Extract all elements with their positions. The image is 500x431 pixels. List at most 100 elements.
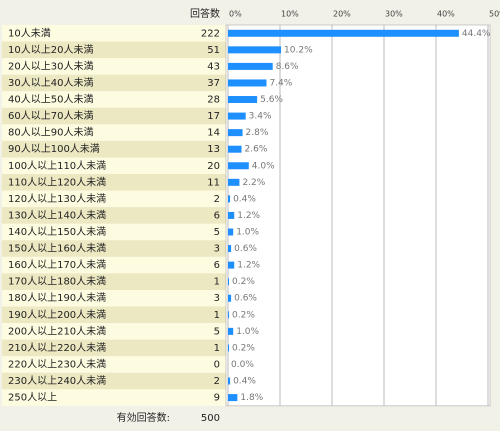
- x-tick-label: 0%: [229, 10, 242, 19]
- value-label: 0.4%: [233, 377, 256, 387]
- bar: [228, 195, 231, 203]
- category-label: 190人以上200人未満: [8, 309, 106, 321]
- count: 1: [214, 277, 220, 288]
- category-label: 180人以上190人未満: [8, 292, 106, 304]
- row-background: [2, 223, 226, 241]
- row-background: [2, 356, 226, 373]
- count: 2: [214, 376, 220, 387]
- category-label: 120人以上130人未満: [8, 193, 106, 205]
- total: 500: [201, 413, 220, 424]
- count: 20: [207, 161, 220, 172]
- category-label: 20人以上30人未満: [8, 60, 93, 72]
- count: 14: [207, 128, 220, 139]
- value-label: 2.8%: [246, 128, 269, 138]
- count: 11: [207, 177, 220, 188]
- value-label: 0.4%: [233, 194, 256, 204]
- row-background: [2, 273, 226, 290]
- category-label: 10人以上20人未満: [8, 44, 93, 56]
- category-label: 210人以上220人未満: [8, 342, 106, 354]
- row-background: [2, 74, 226, 92]
- row-background: [2, 107, 226, 125]
- count: 9: [214, 393, 220, 404]
- x-tick-label: 40%: [437, 10, 455, 19]
- bar: [228, 129, 243, 137]
- category-label: 140人以上150人未満: [8, 226, 106, 238]
- x-tick-label: 50%: [489, 10, 500, 19]
- row-background: [2, 372, 226, 390]
- value-label: 4.0%: [252, 161, 275, 171]
- value-label: 1.0%: [236, 228, 259, 238]
- row-background: [2, 289, 226, 307]
- count: 17: [207, 111, 220, 122]
- count: 37: [207, 78, 220, 89]
- row-background: [2, 157, 226, 175]
- category-label: 100人以上110人未満: [8, 160, 106, 172]
- row-background: [2, 207, 226, 224]
- value-label: 1.8%: [240, 393, 263, 403]
- bar: [228, 261, 235, 269]
- category-label: 170人以上180人未満: [8, 276, 106, 288]
- count: 1: [214, 310, 220, 321]
- value-label: 0.2%: [232, 310, 255, 320]
- bar: [228, 178, 240, 186]
- bar: [228, 327, 234, 335]
- value-label: 0.6%: [234, 294, 257, 304]
- category-label: 110人以上120人未満: [8, 176, 106, 188]
- value-label: 2.6%: [245, 145, 268, 155]
- x-tick-label: 10%: [281, 10, 299, 19]
- bar: [228, 46, 282, 54]
- count: 0: [214, 359, 220, 370]
- bar: [228, 79, 267, 87]
- category-label: 80人以上90人未満: [8, 127, 93, 139]
- value-label: 0.6%: [234, 244, 257, 254]
- value-label: 10.2%: [284, 45, 313, 55]
- value-label: 0.2%: [232, 343, 255, 353]
- row-background: [2, 124, 226, 141]
- bar: [228, 29, 459, 37]
- count: 222: [201, 28, 220, 39]
- count: 13: [207, 144, 220, 155]
- value-label: 3.4%: [249, 112, 272, 122]
- count: 1: [214, 343, 220, 354]
- value-label: 8.6%: [276, 62, 299, 72]
- row-background: [2, 25, 226, 42]
- value-label: 1.2%: [237, 261, 260, 271]
- value-label: 5.6%: [260, 95, 283, 105]
- count: 51: [207, 45, 220, 56]
- count: 6: [214, 210, 220, 221]
- row-background: [2, 389, 226, 406]
- row-background: [2, 190, 226, 208]
- x-tick-label: 20%: [333, 10, 351, 19]
- value-label: 1.0%: [236, 327, 259, 337]
- category-label: 130人以上140人未満: [8, 209, 106, 221]
- bar: [228, 96, 258, 104]
- value-label: 1.2%: [237, 211, 260, 221]
- value-label: 0.2%: [232, 277, 255, 287]
- category-label: 90人以上100人未満: [8, 143, 100, 155]
- count: 3: [214, 244, 220, 255]
- count: 5: [214, 227, 220, 238]
- row-background: [2, 256, 226, 274]
- category-label: 60人以上70人未満: [8, 110, 93, 122]
- row-background: [2, 174, 226, 191]
- count-header: 回答数: [190, 7, 220, 20]
- category-label: 200人以上210人未満: [8, 325, 106, 337]
- row-background: [2, 140, 226, 158]
- bar: [228, 245, 232, 253]
- bar: [228, 394, 238, 402]
- row-background: [2, 339, 226, 357]
- row-background: [2, 58, 226, 75]
- plot-area: [225, 24, 491, 407]
- bar: [228, 228, 234, 236]
- bar: [228, 344, 230, 352]
- row-background: [2, 306, 226, 324]
- row-background: [2, 323, 226, 340]
- bar: [228, 211, 235, 219]
- row-background: [2, 41, 226, 59]
- x-tick-label: 30%: [385, 10, 403, 19]
- bar: [228, 377, 231, 385]
- count: 43: [207, 61, 220, 72]
- category-label: 250人以上: [8, 392, 57, 404]
- bar: [228, 62, 273, 70]
- bar: [228, 145, 242, 153]
